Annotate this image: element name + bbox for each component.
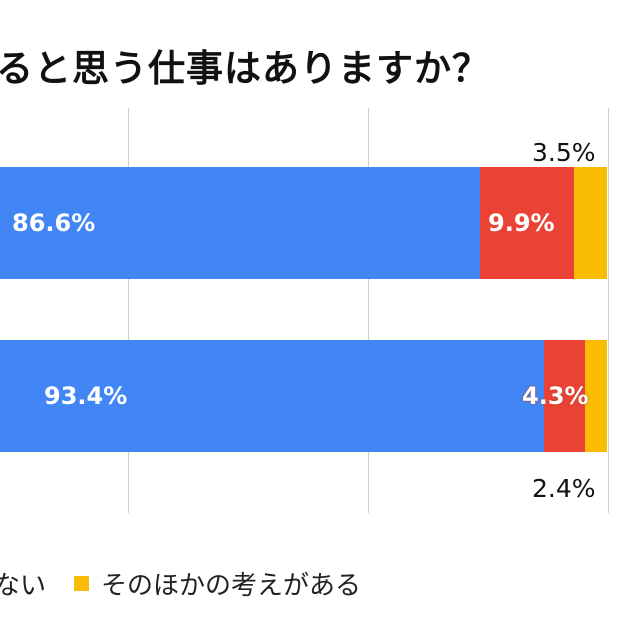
bar-row-2-yellow (585, 340, 607, 452)
label-row-1-yellow: 3.5% (532, 138, 596, 167)
label-row-1-blue: 86.6% (12, 209, 96, 237)
legend-item-yellow-label: そのほかの考えがある (101, 571, 362, 601)
gridline-75 (368, 108, 369, 513)
legend-item-red-label: ない (0, 571, 47, 601)
label-row-2-red: 4.3% (522, 382, 589, 410)
gridline-100 (608, 108, 609, 513)
bar-row-2: 93.4% 4.3% (0, 340, 607, 452)
gridline-50 (128, 108, 129, 513)
bar-row-1: 86.6% 9.9% (0, 167, 607, 279)
label-row-1-red: 9.9% (488, 209, 555, 237)
chart-title: ると思う仕事はありますか？ (0, 47, 490, 90)
bar-row-1-yellow (574, 167, 607, 279)
label-row-2-blue: 93.4% (44, 382, 128, 410)
bar-row-2-red (544, 340, 585, 452)
legend-swatch-yellow (74, 576, 90, 591)
bar-row-1-red: 9.9% (480, 167, 574, 279)
label-row-2-yellow: 2.4% (532, 474, 596, 503)
bar-row-2-blue: 93.4% (0, 340, 544, 452)
bar-row-1-blue: 86.6% (0, 167, 480, 279)
legend: ない そのほかの考えがある (0, 565, 361, 602)
